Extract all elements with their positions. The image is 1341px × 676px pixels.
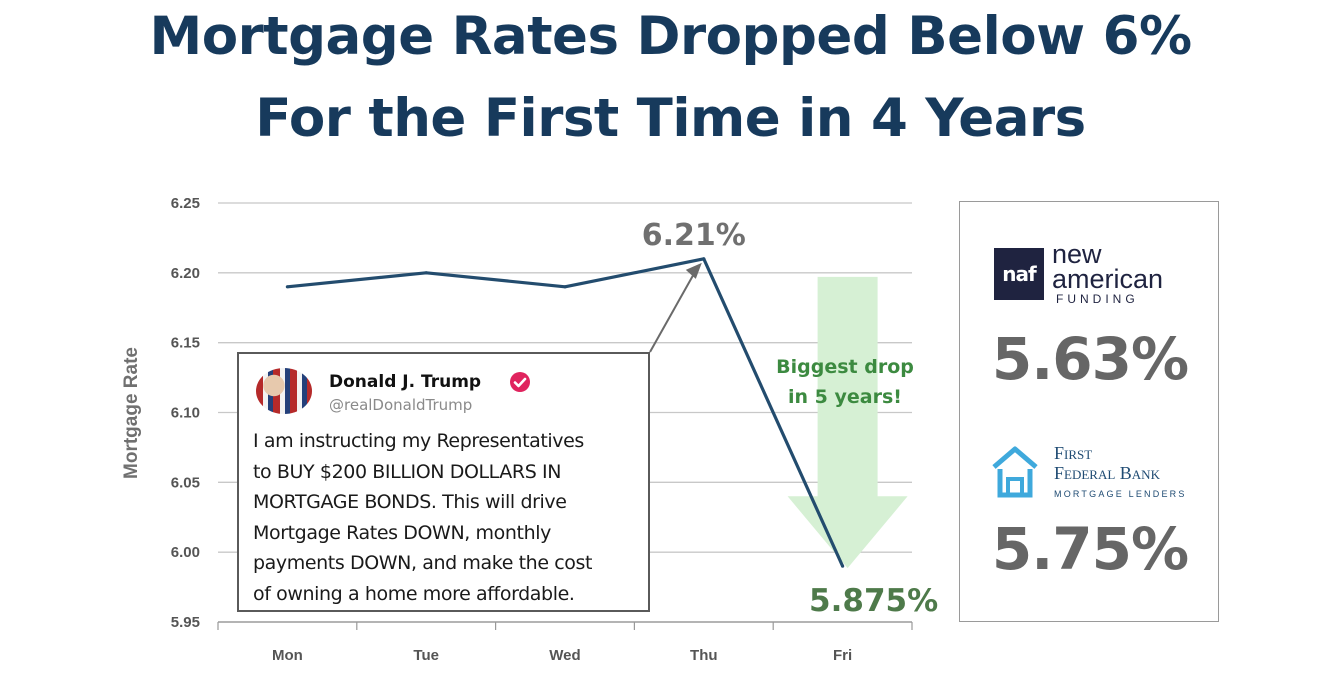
data-point <box>285 285 289 289</box>
new-american-funding-rate: 5.63% <box>991 325 1189 393</box>
tweet-line: MORTGAGE BONDS. This will drive <box>253 491 567 513</box>
y-tick-label: 6.25 <box>171 195 200 212</box>
y-tick-label: 6.15 <box>171 335 200 352</box>
y-tick-label: 6.20 <box>171 265 200 282</box>
x-tick-label: Fri <box>833 647 852 664</box>
lender-name-line-1: First <box>1054 443 1093 463</box>
first-federal-bank-rate: 5.75% <box>991 515 1189 583</box>
tweet-card: Donald J. Trump @realDonaldTrump I am in… <box>237 352 650 612</box>
tweet-line: I am instructing my Representatives <box>253 430 584 452</box>
tweet-author-handle: @realDonaldTrump <box>329 396 473 414</box>
x-tick-label: Thu <box>690 647 718 664</box>
data-point <box>424 271 428 275</box>
drop-label-line-1: Biggest drop <box>776 356 914 378</box>
naf-logo-badge: naf <box>994 248 1044 300</box>
new-american-funding-logo: new american FUNDING <box>1052 239 1164 307</box>
house-icon <box>992 446 1038 498</box>
lender-rates-panel: naf new american FUNDING 5.63% First Fed… <box>959 201 1219 622</box>
pointer-arrowhead <box>685 262 702 279</box>
lender-name-line-2: american <box>1052 264 1164 294</box>
drop-arrow-shape <box>787 276 908 569</box>
pointer-line <box>649 266 699 353</box>
tweet-line: payments DOWN, and make the cost <box>253 552 593 574</box>
y-tick-label: 6.05 <box>171 474 200 491</box>
peak-value-label: 6.21% <box>642 218 746 253</box>
lender-name-line-1: new <box>1052 239 1102 269</box>
data-point <box>841 564 845 568</box>
first-federal-bank-logo: First Federal Bank MORTGAGE LENDERS <box>1054 443 1187 499</box>
tweet-author-name: Donald J. Trump <box>329 372 482 392</box>
lender-name-line-3: MORTGAGE LENDERS <box>1054 489 1187 499</box>
tweet-line: Mortgage Rates DOWN, monthly <box>253 521 551 544</box>
low-value-label: 5.875% <box>809 583 938 619</box>
drop-label-line-2: in 5 years! <box>788 386 902 408</box>
avatar <box>256 368 312 414</box>
y-tick-label: 6.00 <box>171 544 200 561</box>
y-tick-label: 5.95 <box>171 614 200 631</box>
x-tick-label: Mon <box>272 647 303 664</box>
data-point <box>702 257 706 261</box>
tweet-line: of owning a home more affordable. <box>253 582 575 605</box>
headline-line-2: For the First Time in 4 Years <box>255 88 1086 149</box>
lender-name-line-3: FUNDING <box>1056 292 1139 306</box>
x-tick-label: Tue <box>413 647 439 664</box>
data-point <box>563 285 567 289</box>
headline-line-1: Mortgage Rates Dropped Below 6% <box>149 6 1192 67</box>
tweet-text: I am instructing my Representatives to B… <box>253 426 648 609</box>
verified-badge-icon <box>510 372 530 392</box>
y-axis-title: Mortgage Rate <box>121 347 142 479</box>
y-tick-label: 6.10 <box>171 405 200 422</box>
lender-name-line-2: Federal Bank <box>1054 463 1160 483</box>
x-tick-label: Wed <box>549 647 580 664</box>
tweet-line: to BUY $200 BILLION DOLLARS IN <box>253 460 562 483</box>
